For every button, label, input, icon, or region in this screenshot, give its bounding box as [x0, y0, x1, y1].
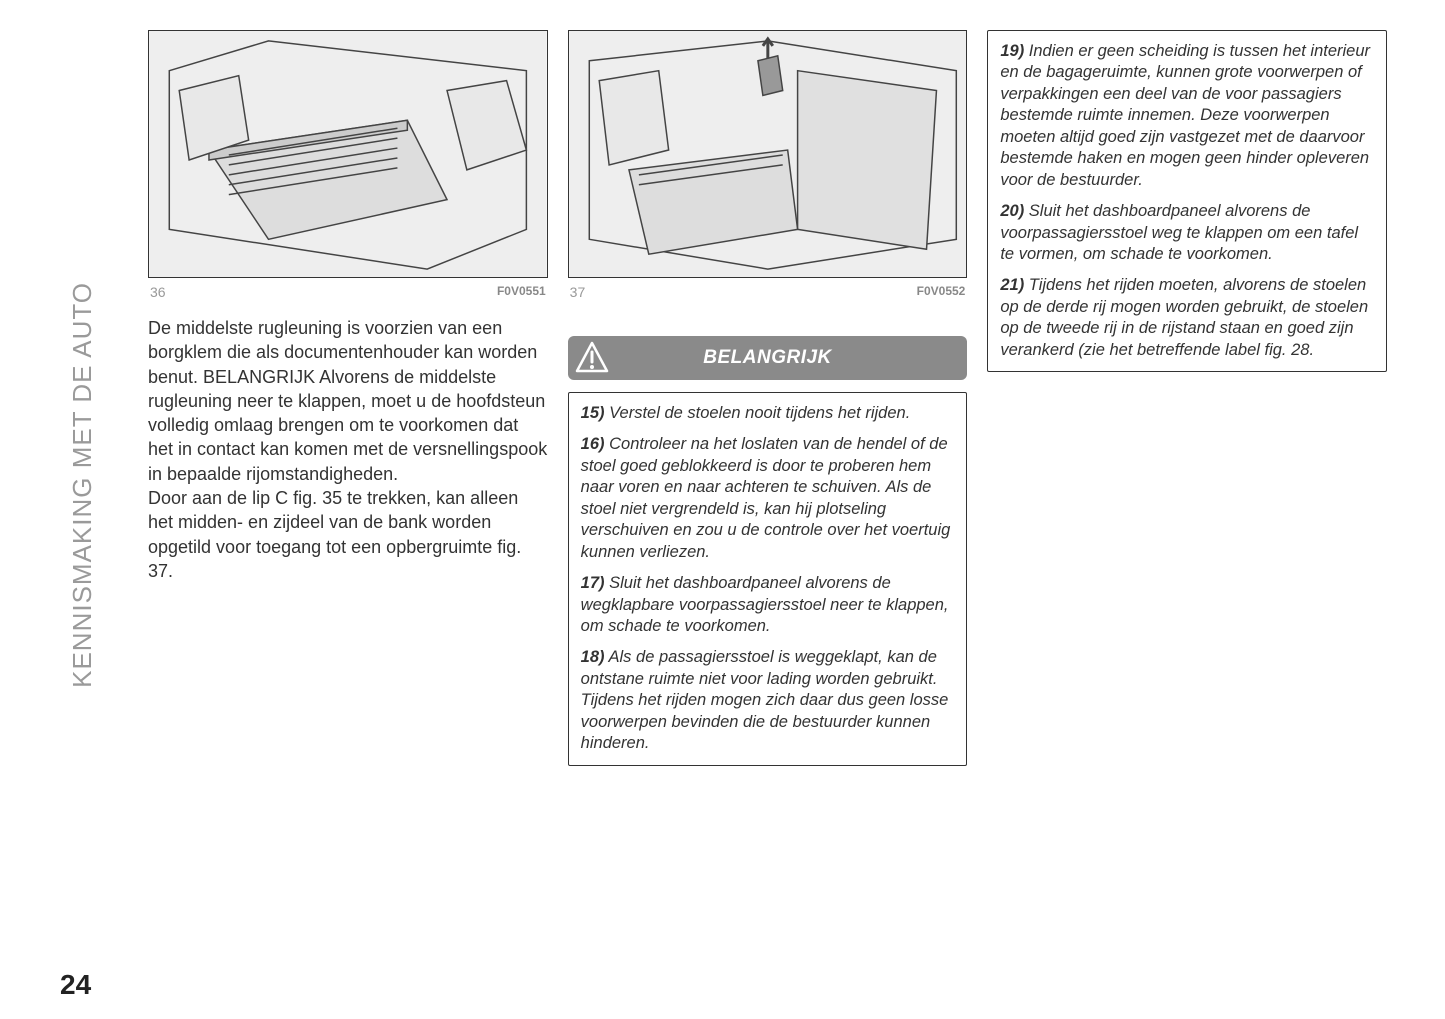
warning-16-num: 16): [581, 435, 605, 453]
figure-36-number: 36: [150, 284, 166, 300]
column-3: 19) Indien er geen scheiding is tussen h…: [987, 30, 1387, 989]
warning-21-num: 21): [1000, 276, 1024, 294]
figure-36-code: F0V0551: [497, 284, 546, 300]
important-header: BELANGRIJK: [568, 336, 968, 380]
figure-37-lineart: [569, 31, 967, 277]
warning-17-text: Sluit het dashboardpaneel alvorens de we…: [581, 574, 949, 635]
important-title: BELANGRIJK: [703, 347, 832, 369]
warning-15-text: Verstel de stoelen nooit tijdens het rij…: [609, 404, 910, 422]
warning-19-text: Indien er geen scheiding is tussen het i…: [1000, 42, 1370, 189]
column-1: 36 F0V0551 De middelste rugleuning is vo…: [148, 30, 548, 989]
warning-15: 15) Verstel de stoelen nooit tijdens het…: [581, 403, 955, 424]
figure-37: [568, 30, 968, 278]
warning-19-num: 19): [1000, 42, 1024, 60]
page-number: 24: [60, 969, 91, 1001]
warning-21: 21) Tijdens het rijden moeten, alvorens …: [1000, 275, 1374, 361]
warning-16-text: Controleer na het loslaten van de hendel…: [581, 435, 951, 560]
warning-list-col3: 19) Indien er geen scheiding is tussen h…: [987, 30, 1387, 372]
columns: 36 F0V0551 De middelste rugleuning is vo…: [148, 30, 1387, 989]
warning-16: 16) Controleer na het loslaten van de he…: [581, 434, 955, 563]
figure-37-caption: 37 F0V0552: [568, 282, 968, 300]
warning-icon: [574, 340, 610, 376]
warning-15-num: 15): [581, 404, 605, 422]
figure-37-number: 37: [570, 284, 586, 300]
page-content: 36 F0V0551 De middelste rugleuning is vo…: [58, 30, 1387, 989]
figure-36: [148, 30, 548, 278]
important-box: BELANGRIJK: [568, 336, 968, 380]
warning-18-num: 18): [581, 648, 605, 666]
warning-18-text: Als de passagiersstoel is weggeklapt, ka…: [581, 648, 949, 752]
figure-36-caption: 36 F0V0551: [148, 282, 548, 300]
warning-18: 18) Als de passagiersstoel is weggeklapt…: [581, 647, 955, 754]
warning-19: 19) Indien er geen scheiding is tussen h…: [1000, 41, 1374, 191]
warning-17-num: 17): [581, 574, 605, 592]
warning-17: 17) Sluit het dashboardpaneel alvorens d…: [581, 573, 955, 637]
warning-20-text: Sluit het dashboardpaneel alvorens de vo…: [1000, 202, 1358, 263]
warning-21-text: Tijdens het rijden moeten, alvorens de s…: [1000, 276, 1368, 358]
warning-20-num: 20): [1000, 202, 1024, 220]
warning-list-col2: 15) Verstel de stoelen nooit tijdens het…: [568, 392, 968, 766]
figure-36-lineart: [149, 31, 547, 277]
col1-body-text: De middelste rugleuning is voorzien van …: [148, 316, 548, 583]
figure-37-code: F0V0552: [917, 284, 966, 300]
warning-20: 20) Sluit het dashboardpaneel alvorens d…: [1000, 201, 1374, 265]
column-2: 37 F0V0552 BELANGRIJK: [568, 30, 968, 989]
